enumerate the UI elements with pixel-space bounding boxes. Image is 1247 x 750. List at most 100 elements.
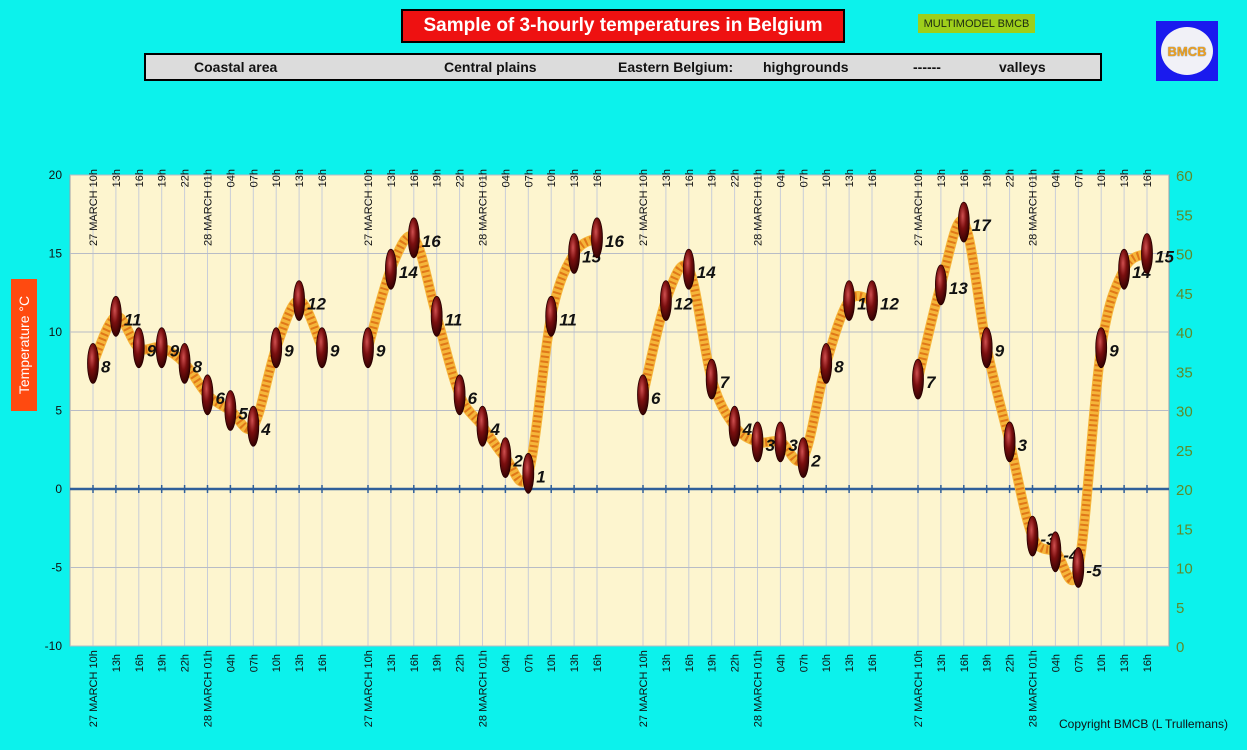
data-label: 13	[949, 279, 968, 298]
x-tick-label-top: 16h	[867, 169, 879, 187]
x-tick-label-top: 07h	[798, 169, 810, 187]
x-tick-label-bottom: 16h	[317, 654, 329, 672]
x-tick-label-bottom: 16h	[592, 654, 604, 672]
data-point	[1003, 421, 1016, 463]
data-label: 3	[766, 436, 776, 455]
data-point	[1141, 233, 1153, 274]
x-tick-label-bottom: 13h	[111, 654, 123, 672]
data-point	[362, 327, 374, 369]
data-point	[407, 217, 420, 259]
y-tick-label: -10	[45, 639, 63, 653]
x-tick-label-bottom: 16h	[1142, 654, 1154, 672]
x-tick-label-top: 28 MARCH 01h	[478, 169, 490, 246]
x-tick-label-bottom: 27 MARCH 10h	[88, 650, 100, 727]
data-point	[430, 295, 443, 337]
x-tick-label-bottom: 28 MARCH 01h	[478, 650, 490, 727]
x-tick-label-bottom: 07h	[1073, 654, 1085, 672]
x-tick-label-top: 13h	[111, 169, 123, 187]
data-point	[866, 280, 878, 322]
data-label: 11	[124, 310, 142, 329]
x-tick-label-bottom: 16h	[409, 654, 421, 672]
x-tick-label-bottom: 07h	[798, 654, 810, 672]
x-tick-label-top: 27 MARCH 10h	[913, 169, 925, 246]
x-tick-label-top: 27 MARCH 10h	[363, 169, 375, 246]
region-label-coastal: Coastal area	[194, 59, 278, 75]
x-tick-label-top: 27 MARCH 10h	[638, 169, 650, 246]
x-tick-label-top: 19h	[432, 169, 444, 187]
data-label: 15	[1155, 248, 1174, 267]
x-tick-label-top: 22h	[1005, 169, 1017, 187]
y-tick-label: -5	[51, 561, 62, 575]
y-axis-title: Temperature °C	[11, 279, 37, 411]
data-point	[843, 280, 855, 322]
data-point	[1095, 327, 1108, 369]
data-point	[751, 421, 764, 463]
data-point	[797, 437, 810, 479]
data-label: 16	[422, 232, 441, 251]
x-tick-label-top: 16h	[317, 169, 329, 187]
y2-tick-label: 15	[1176, 521, 1193, 538]
data-label: 9	[330, 342, 340, 361]
x-tick-label-bottom: 04h	[775, 654, 787, 672]
y2-tick-label: 5	[1176, 600, 1184, 617]
x-tick-label-top: 22h	[455, 169, 467, 187]
y2-tick-label: 0	[1176, 639, 1184, 656]
y-tick-label: 20	[49, 168, 63, 182]
x-tick-label-top: 22h	[180, 169, 192, 187]
x-tick-label-bottom: 22h	[730, 654, 742, 672]
chart-title: Sample of 3-hourly temperatures in Belgi…	[401, 9, 845, 43]
data-label: 9	[147, 342, 157, 361]
data-label: 11	[445, 310, 463, 329]
x-tick-label-top: 19h	[707, 169, 719, 187]
y2-tick-label: 20	[1176, 482, 1193, 499]
data-label: 2	[810, 452, 821, 471]
x-tick-label-top: 16h	[684, 169, 696, 187]
data-label: 1	[536, 467, 545, 486]
x-tick-label-top: 04h	[500, 169, 512, 187]
x-tick-label-top: 13h	[661, 169, 673, 187]
x-tick-label-bottom: 22h	[455, 654, 467, 672]
y2-tick-label: 60	[1176, 168, 1193, 185]
x-tick-label-bottom: 13h	[1119, 654, 1131, 672]
data-point	[568, 233, 580, 274]
x-tick-label-top: 13h	[569, 169, 581, 187]
data-label: 12	[880, 295, 899, 314]
x-tick-label-bottom: 28 MARCH 01h	[753, 650, 765, 727]
region-label-eastern: Eastern Belgium:	[618, 59, 734, 75]
data-label: 9	[170, 342, 180, 361]
data-label: 9	[995, 342, 1005, 361]
x-tick-label-bottom: 13h	[661, 654, 673, 672]
data-point	[728, 405, 741, 447]
data-label: 14	[697, 263, 716, 282]
x-tick-label-top: 28 MARCH 01h	[1028, 169, 1040, 246]
x-tick-label-bottom: 04h	[1050, 654, 1062, 672]
data-label: 3	[788, 436, 798, 455]
x-tick-label-bottom: 22h	[1005, 654, 1017, 672]
data-point	[132, 327, 145, 369]
data-point	[705, 358, 718, 400]
x-tick-label-top: 16h	[1142, 169, 1154, 187]
data-point	[980, 327, 993, 369]
data-point	[912, 358, 924, 400]
x-tick-label-bottom: 19h	[982, 654, 994, 672]
x-tick-label-bottom: 13h	[936, 654, 948, 672]
x-tick-label-top: 10h	[546, 169, 558, 187]
x-tick-label-bottom: 16h	[867, 654, 879, 672]
data-point	[453, 374, 466, 416]
data-point	[1118, 248, 1130, 290]
region-label-central: Central plains	[444, 59, 537, 75]
data-label: 3	[1018, 436, 1028, 455]
x-tick-label-bottom: 04h	[500, 654, 512, 672]
x-tick-label-top: 13h	[386, 169, 398, 187]
x-tick-label-top: 16h	[959, 169, 971, 187]
data-point	[224, 390, 237, 431]
data-point	[820, 342, 833, 384]
x-tick-label-top: 04h	[1050, 169, 1062, 187]
data-point	[110, 295, 122, 337]
data-label: 16	[605, 232, 624, 251]
y2-tick-label: 45	[1176, 286, 1193, 303]
data-label: 9	[376, 342, 386, 361]
y-tick-label: 5	[55, 404, 62, 418]
